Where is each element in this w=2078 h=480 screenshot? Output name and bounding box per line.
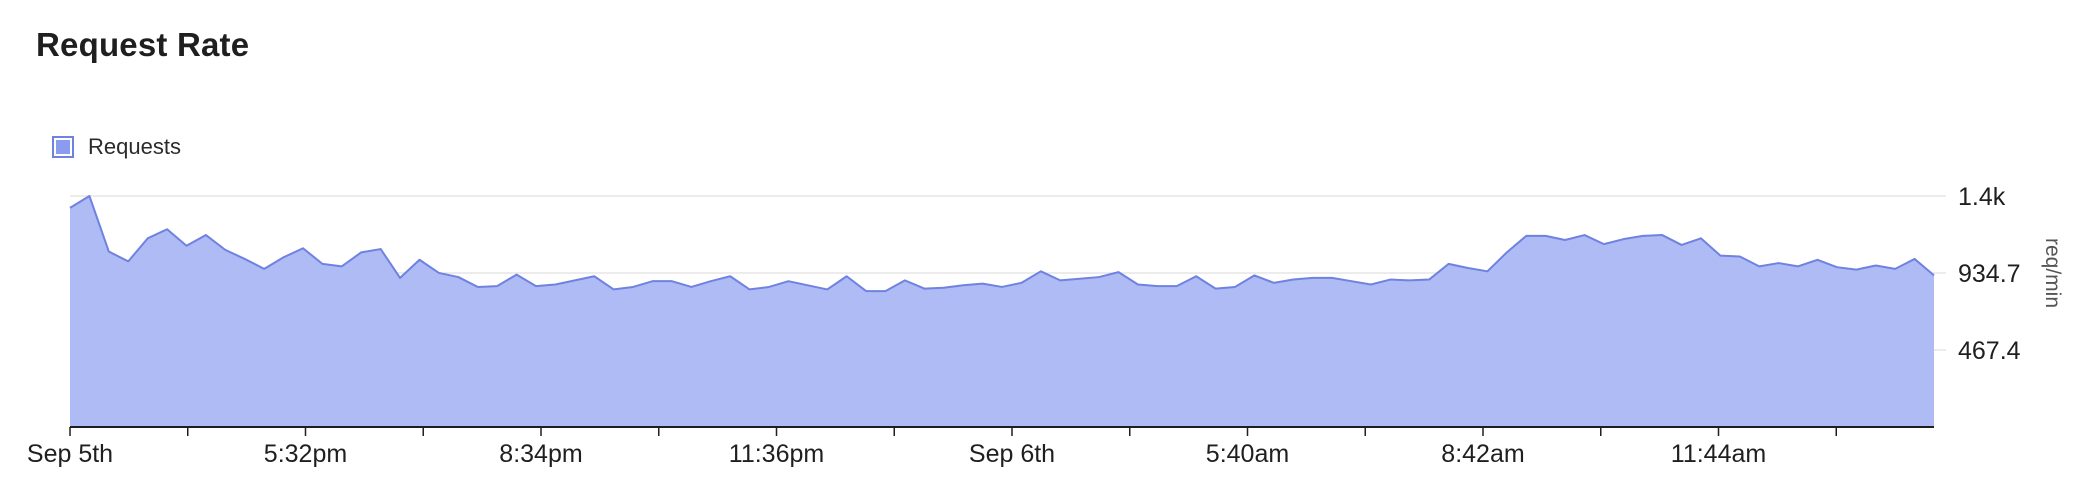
x-tick-label: 5:32pm [264,440,347,468]
y-tick-label: 467.4 [1958,337,2021,365]
y-axis-title: req/min [2041,238,2064,308]
x-tick-label: Sep 5th [27,440,113,468]
x-tick-label: Sep 6th [969,440,1055,468]
series-line-requests [69,195,1935,293]
x-tick-label: 11:44am [1671,440,1766,468]
series-area-requests [70,196,1934,427]
legend-swatch-icon[interactable] [52,136,74,158]
legend-label-requests: Requests [88,134,181,159]
y-tick-label: 1.4k [1958,183,2006,211]
y-tick-label: 934.7 [1958,260,2021,288]
legend[interactable]: Requests [52,132,181,162]
x-tick-label: 8:42am [1441,440,1524,468]
x-tick-label: 5:40am [1206,440,1289,468]
x-tick-label: 8:34pm [499,440,582,468]
panel-title: Request Rate [36,26,250,63]
x-tick-label: 11:36pm [729,440,824,468]
